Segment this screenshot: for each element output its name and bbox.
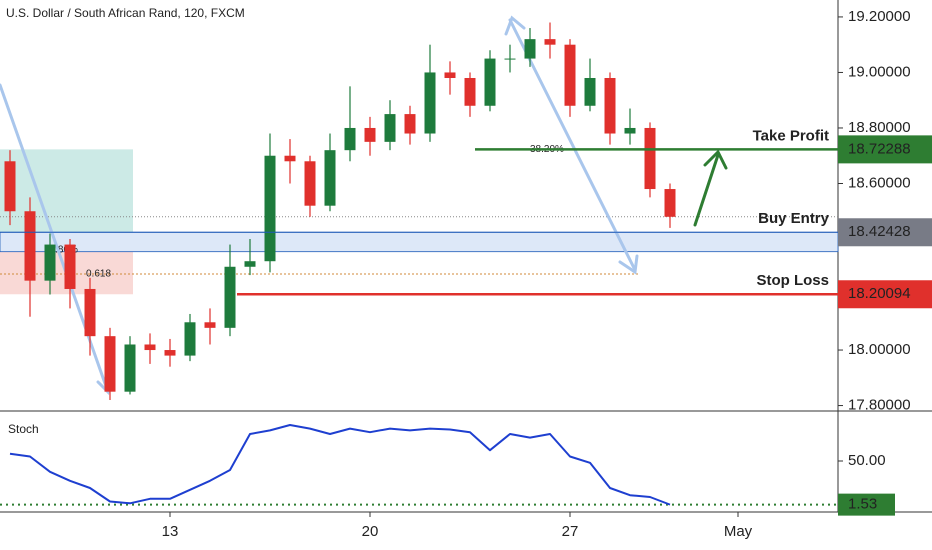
- arrow: [618, 254, 639, 275]
- candle-body: [524, 39, 536, 59]
- candle-body: [384, 114, 396, 142]
- chart-title: U.S. Dollar / South African Rand, 120, F…: [6, 6, 245, 20]
- x-tick-label: 13: [162, 523, 179, 540]
- candle-body: [624, 127, 636, 134]
- x-tick-label: May: [724, 523, 753, 540]
- level-price-box: [838, 135, 932, 164]
- reward-box: [0, 149, 133, 233]
- candle-body: [484, 58, 496, 106]
- candle-body: [304, 161, 316, 206]
- candle-body: [544, 39, 556, 45]
- arrow: [693, 153, 720, 227]
- candle-body: [224, 266, 236, 328]
- candle-body: [144, 344, 156, 351]
- candle-body: [664, 189, 676, 217]
- level-label: Stop Loss: [756, 272, 829, 289]
- candle-body: [204, 322, 216, 328]
- level-price: 18.20094: [848, 285, 911, 302]
- candle-body: [104, 336, 116, 392]
- candle-body: [464, 78, 476, 106]
- candle-body: [164, 350, 176, 356]
- candle-body: [644, 127, 656, 190]
- candle-body: [444, 72, 456, 79]
- x-tick-label: 20: [362, 523, 379, 540]
- candle-body: [24, 211, 36, 281]
- y2-tick-label: 50.00: [848, 452, 886, 469]
- stoch-line: [9, 424, 671, 506]
- candle-body: [44, 244, 56, 281]
- candle-body: [64, 244, 76, 289]
- level-label: Buy Entry: [758, 210, 830, 227]
- candle-body: [364, 127, 376, 142]
- level-label: Take Profit: [753, 127, 829, 144]
- candle-body: [424, 72, 436, 134]
- candle-body: [504, 58, 516, 60]
- level-price: 18.72288: [848, 140, 911, 157]
- stoch-value-box: [838, 493, 895, 516]
- level-price-box: [838, 218, 932, 247]
- stoch-value: 1.53: [848, 496, 877, 513]
- fib-label: 61.80%: [44, 245, 78, 256]
- level-price: 18.42428: [848, 223, 911, 240]
- candle-body: [584, 78, 596, 106]
- candle-body: [124, 344, 136, 392]
- candle-body: [184, 322, 196, 356]
- fib-label: 0.618: [86, 269, 111, 280]
- stoch-title: Stoch: [8, 422, 39, 436]
- entry-zone: [0, 231, 839, 253]
- arrow: [504, 15, 526, 36]
- y-tick-label: 18.00000: [848, 341, 911, 358]
- y-tick-label: 18.80000: [848, 119, 911, 136]
- candle-body: [244, 261, 256, 267]
- arrow: [703, 149, 728, 170]
- y-tick-label: 17.80000: [848, 397, 911, 414]
- level-price-box: [838, 280, 932, 309]
- candle-body: [344, 127, 356, 151]
- candle-body: [4, 161, 16, 212]
- y-tick-label: 18.60000: [848, 174, 911, 191]
- candle-body: [324, 150, 336, 206]
- candle-body: [564, 44, 576, 106]
- candle-body: [84, 288, 96, 337]
- x-tick-label: 27: [562, 523, 579, 540]
- arrow: [508, 18, 637, 272]
- y-tick-label: 19.00000: [848, 63, 911, 80]
- candle-body: [604, 78, 616, 134]
- y-tick-label: 19.20000: [848, 8, 911, 25]
- candle-body: [284, 155, 296, 162]
- candle-body: [264, 155, 276, 262]
- candle-body: [404, 114, 416, 134]
